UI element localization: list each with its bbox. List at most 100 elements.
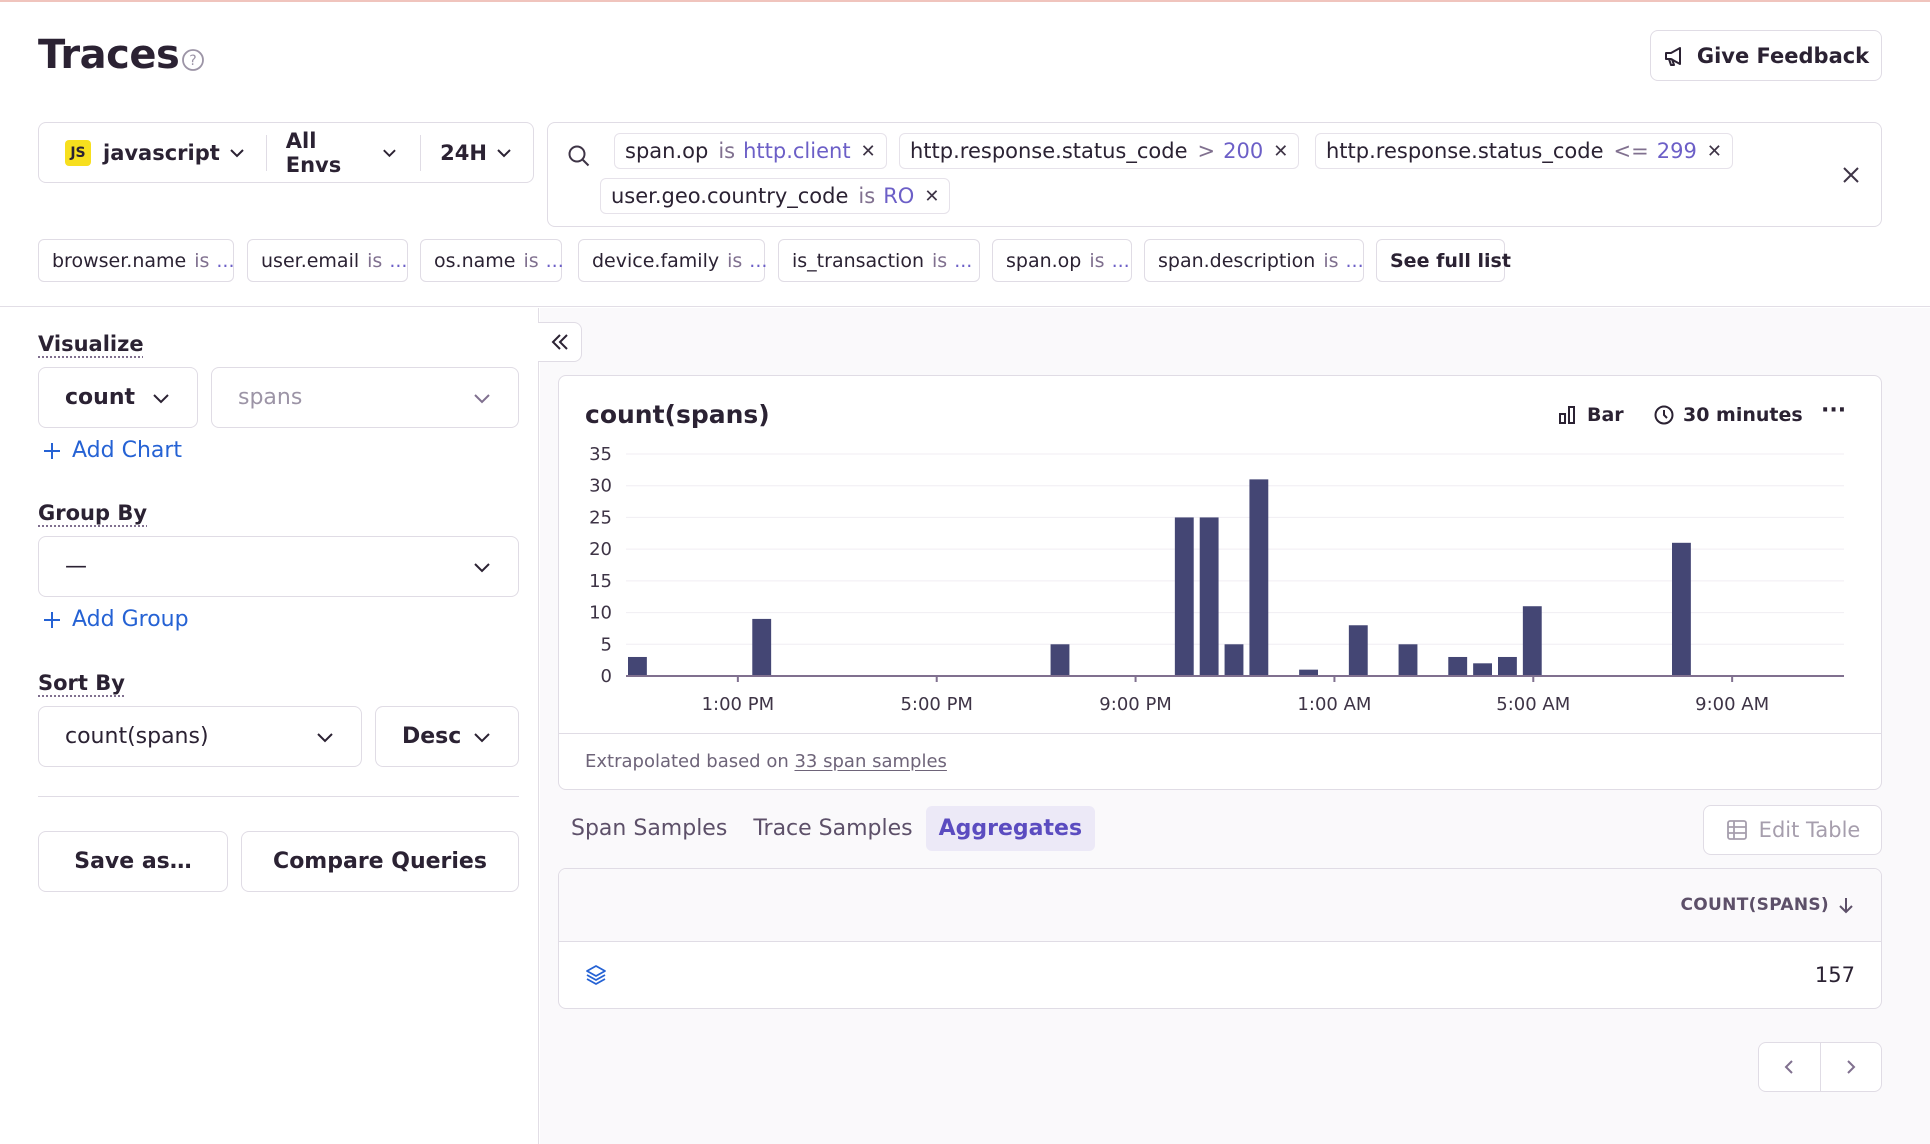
- y-tick-label: 0: [601, 666, 612, 687]
- environment-selector[interactable]: All Envs: [267, 123, 420, 182]
- project-label: javascript: [103, 140, 220, 165]
- suggested-filter[interactable]: span.op is...: [992, 239, 1132, 282]
- group-by-select[interactable]: —: [38, 536, 519, 597]
- suggested-filter[interactable]: is_transaction is...: [778, 239, 980, 282]
- sort-field-select[interactable]: count(spans): [38, 706, 362, 767]
- bar-chart-icon: [1559, 406, 1575, 424]
- chevron-down-icon: [474, 562, 490, 572]
- tab-aggregates[interactable]: Aggregates: [925, 806, 1096, 851]
- field-select[interactable]: spans: [211, 367, 519, 428]
- search-query-builder[interactable]: span.op is http.client ✕ http.response.s…: [547, 122, 1882, 227]
- give-feedback-label: Give Feedback: [1696, 43, 1870, 68]
- chevron-down-icon: [474, 732, 490, 742]
- suggested-filter-op: is: [932, 249, 948, 272]
- column-header-count-spans[interactable]: COUNT(SPANS): [1681, 895, 1855, 915]
- page-header: Traces ? Give Feedback JS javascript All…: [0, 0, 1930, 307]
- chart-interval-button[interactable]: 30 minutes: [1653, 404, 1803, 426]
- stack-icon[interactable]: [584, 963, 608, 987]
- edit-table-button[interactable]: Edit Table: [1703, 805, 1882, 855]
- suggested-filter-ellipsis: ...: [389, 249, 408, 272]
- filter-value[interactable]: 299: [1656, 139, 1697, 163]
- extrapolation-note: Extrapolated based on 33 span samples: [585, 751, 947, 772]
- suggested-filter-key: device.family: [592, 249, 720, 272]
- add-chart-label: Add Chart: [72, 438, 183, 463]
- give-feedback-button[interactable]: Give Feedback: [1650, 30, 1882, 81]
- period-label: 24H: [440, 140, 487, 165]
- project-selector[interactable]: JS javascript: [39, 123, 266, 182]
- chart-interval-label: 30 minutes: [1683, 404, 1803, 426]
- collapse-sidebar-button[interactable]: [538, 322, 582, 362]
- x-tick-label: 9:00 PM: [1099, 694, 1172, 715]
- help-icon[interactable]: ?: [181, 48, 205, 72]
- remove-filter-icon[interactable]: ✕: [1706, 140, 1722, 162]
- chevrons-left-icon: [551, 334, 568, 350]
- suggested-filter-op: is: [727, 249, 743, 272]
- megaphone-icon: [1664, 46, 1681, 66]
- x-tick-label: 1:00 PM: [702, 694, 775, 715]
- tab-trace-samples[interactable]: Trace Samples: [753, 816, 913, 841]
- filter-value[interactable]: http.client: [743, 139, 851, 163]
- add-chart-button[interactable]: Add Chart: [42, 438, 182, 463]
- remove-filter-icon[interactable]: ✕: [924, 185, 940, 207]
- suggested-filter[interactable]: os.name is...: [420, 239, 564, 282]
- results-tabs: Span Samples Trace Samples Aggregates: [558, 806, 1096, 851]
- see-full-list-button[interactable]: See full list: [1376, 239, 1511, 282]
- filter-value[interactable]: 200: [1223, 139, 1264, 163]
- filter-operator[interactable]: >: [1197, 139, 1216, 163]
- divider: [38, 796, 519, 797]
- suggested-filter-key: os.name: [434, 249, 516, 272]
- field-value: spans: [238, 385, 303, 410]
- filter-key: http.response.status_code: [910, 139, 1188, 163]
- previous-page-button[interactable]: [1759, 1043, 1821, 1091]
- filter-value[interactable]: RO: [883, 184, 915, 208]
- suggested-filter[interactable]: user.email is...: [247, 239, 408, 282]
- y-tick-label: 30: [589, 476, 612, 497]
- bar: [628, 656, 647, 676]
- filter-operator[interactable]: <=: [1613, 139, 1649, 163]
- chart-panel: count(spans) Bar 30 minutes ··· 0 5 10 15 20…: [558, 375, 1882, 790]
- sort-order-select[interactable]: Desc: [375, 706, 519, 767]
- y-tick-label: 10: [589, 603, 612, 624]
- chart-type-button[interactable]: Bar: [1557, 404, 1624, 426]
- remove-filter-icon[interactable]: ✕: [1273, 140, 1289, 162]
- arrow-down-icon: [1839, 898, 1853, 914]
- bar: [1398, 644, 1418, 676]
- suggested-filter-op: is: [367, 249, 383, 272]
- filter-token[interactable]: http.response.status_code <= 299 ✕: [1315, 133, 1733, 169]
- bar-chart: 0 5 10 15 20 25 30 35 1:00 PM 5:00 PM 9:00 PM 1:00 …: [589, 444, 1844, 715]
- query-sidebar: Visualize count spans Add Chart Group By…: [0, 308, 539, 1144]
- bar: [1448, 656, 1468, 676]
- suggested-filter-ellipsis: ...: [1111, 249, 1130, 272]
- filter-token[interactable]: http.response.status_code > 200 ✕: [899, 133, 1300, 169]
- page-title: Traces: [38, 32, 180, 78]
- add-group-button[interactable]: Add Group: [42, 607, 189, 632]
- suggested-filter-ellipsis: ...: [954, 249, 973, 272]
- suggested-filter-key: browser.name: [52, 249, 187, 272]
- aggregate-value: count: [65, 385, 135, 410]
- next-page-button[interactable]: [1821, 1043, 1882, 1091]
- suggested-filter[interactable]: device.family is...: [578, 239, 767, 282]
- suggested-filter-op: is: [1089, 249, 1105, 272]
- save-as-button[interactable]: Save as…: [38, 831, 228, 892]
- aggregate-select[interactable]: count: [38, 367, 198, 428]
- remove-filter-icon[interactable]: ✕: [860, 140, 876, 162]
- tab-span-samples[interactable]: Span Samples: [571, 816, 728, 841]
- suggested-filter[interactable]: span.description is...: [1144, 239, 1364, 282]
- divider: [420, 134, 422, 171]
- suggested-filter[interactable]: browser.name is...: [38, 239, 235, 282]
- compare-queries-button[interactable]: Compare Queries: [241, 831, 519, 892]
- chart-more-options-icon[interactable]: ···: [1821, 398, 1847, 423]
- period-selector[interactable]: 24H: [421, 123, 533, 182]
- bar: [1672, 542, 1691, 676]
- filter-token[interactable]: span.op is http.client ✕: [614, 133, 887, 169]
- filter-operator[interactable]: is: [858, 184, 876, 208]
- chevron-down-icon: [383, 149, 397, 157]
- filter-token[interactable]: user.geo.country_code is RO ✕: [600, 178, 951, 214]
- bar: [1199, 517, 1219, 676]
- save-as-label: Save as…: [74, 849, 192, 874]
- clear-search-icon[interactable]: [1839, 163, 1863, 187]
- bar: [1473, 663, 1492, 676]
- bar: [1224, 644, 1244, 676]
- span-samples-link[interactable]: 33 span samples: [794, 751, 947, 772]
- filter-operator[interactable]: is: [718, 139, 736, 163]
